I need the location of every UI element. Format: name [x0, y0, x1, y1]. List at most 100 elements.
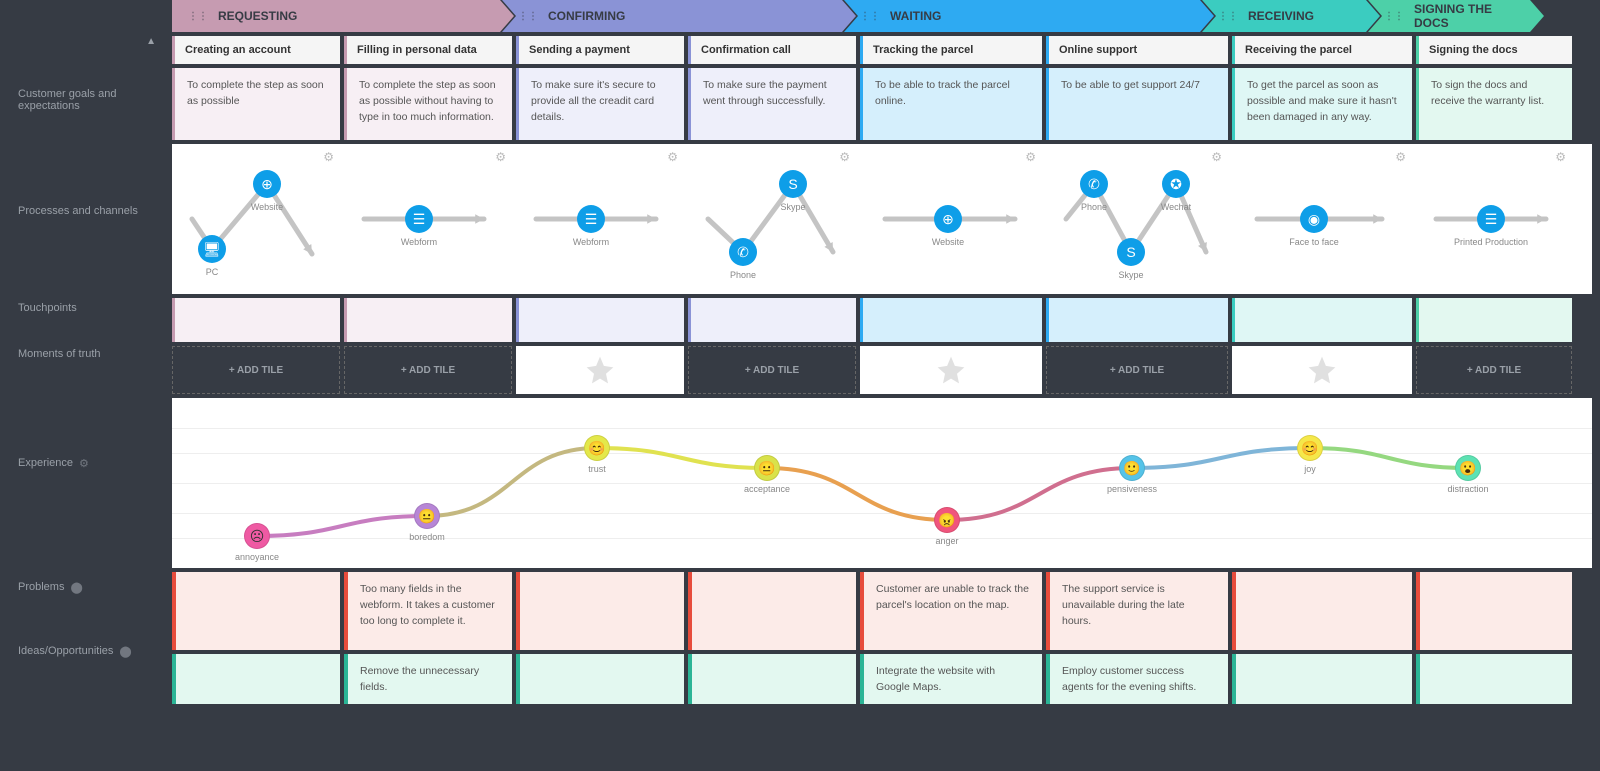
website-icon[interactable]: ⊕ — [934, 205, 962, 233]
problem-card[interactable] — [688, 572, 856, 650]
add-tile-button[interactable]: + ADD TILE — [1046, 346, 1228, 394]
channel-label: Webform — [573, 237, 609, 247]
emotion-label: joy — [1304, 464, 1316, 474]
phase-label: WAITING — [890, 9, 941, 23]
grip-icon[interactable]: ⋮⋮ — [1218, 11, 1238, 22]
moments-row: + ADD TILE+ ADD TILE+ ADD TILE+ ADD TILE… — [172, 346, 1592, 394]
star-tile[interactable] — [1232, 346, 1412, 394]
process-cell: ⚙☰Webform — [344, 144, 516, 294]
label-goals: Customer goals and expectations — [0, 64, 172, 136]
emotion-label: boredom — [409, 532, 445, 542]
add-tile-button[interactable]: + ADD TILE — [1416, 346, 1572, 394]
webform-icon[interactable]: ☰ — [577, 205, 605, 233]
step-header[interactable]: Tracking the parcel — [860, 36, 1042, 64]
phase-header[interactable]: ⋮⋮ RECEIVING — [1202, 0, 1380, 32]
emotion-label: anger — [935, 536, 958, 546]
step-header[interactable]: Online support — [1046, 36, 1228, 64]
step-label: Confirmation call — [701, 44, 791, 56]
touchpoint-card[interactable] — [688, 298, 856, 342]
grip-icon[interactable]: ⋮⋮ — [1384, 11, 1404, 22]
process-cell: ⚙☰Printed Production — [1416, 144, 1576, 294]
process-cell: ⚙🖥PC⊕Website — [172, 144, 344, 294]
step-label: Sending a payment — [529, 44, 630, 56]
goal-card[interactable]: To complete the step as soon as possible — [172, 68, 340, 140]
touchpoint-card[interactable] — [1046, 298, 1228, 342]
phase-header[interactable]: ⋮⋮ WAITING — [844, 0, 1214, 32]
emotion-dot[interactable]: 😊 — [1297, 435, 1323, 461]
add-tile-button[interactable]: + ADD TILE — [344, 346, 512, 394]
phase-header[interactable]: ⋮⋮CONFIRMING — [502, 0, 856, 32]
phase-header[interactable]: ⋮⋮REQUESTING — [172, 0, 514, 32]
step-header[interactable]: Signing the docs — [1416, 36, 1572, 64]
idea-card[interactable] — [1232, 654, 1412, 704]
step-header[interactable]: Filling in personal data — [344, 36, 512, 64]
emotion-dot[interactable]: 😮 — [1455, 455, 1481, 481]
grip-icon[interactable]: ⋮⋮ — [518, 11, 538, 22]
goal-card[interactable]: To be able to get support 24/7 — [1046, 68, 1228, 140]
idea-card[interactable]: Employ customer success agents for the e… — [1046, 654, 1228, 704]
step-header[interactable]: Creating an account — [172, 36, 340, 64]
goal-card[interactable]: To sign the docs and receive the warrant… — [1416, 68, 1572, 140]
add-tile-button[interactable]: + ADD TILE — [688, 346, 856, 394]
goal-card[interactable]: To complete the step as soon as possible… — [344, 68, 512, 140]
idea-card[interactable] — [516, 654, 684, 704]
skype-icon[interactable]: S — [1117, 238, 1145, 266]
emotion-dot[interactable]: 😐 — [414, 503, 440, 529]
step-label: Signing the docs — [1429, 44, 1518, 56]
goal-card[interactable]: To make sure the payment went through su… — [688, 68, 856, 140]
problem-card[interactable]: Customer are unable to track the parcel'… — [860, 572, 1042, 650]
touchpoint-card[interactable] — [860, 298, 1042, 342]
grip-icon[interactable]: ⋮⋮ — [188, 11, 208, 22]
touchpoint-card[interactable] — [344, 298, 512, 342]
idea-card[interactable] — [1416, 654, 1572, 704]
star-icon — [584, 354, 616, 386]
wechat-icon[interactable]: ✪ — [1162, 170, 1190, 198]
problem-card[interactable] — [1232, 572, 1412, 650]
channel-label: Phone — [1081, 202, 1107, 212]
touchpoint-card[interactable] — [516, 298, 684, 342]
goal-card[interactable]: To get the parcel as soon as possible an… — [1232, 68, 1412, 140]
phase-row: ⋮⋮REQUESTING⋮⋮CONFIRMING⋮⋮WAITING⋮⋮RECEI… — [172, 0, 1592, 32]
webform-icon[interactable]: ☰ — [405, 205, 433, 233]
idea-card[interactable]: Remove the unnecessary fields. — [344, 654, 512, 704]
main-grid: ⋮⋮REQUESTING⋮⋮CONFIRMING⋮⋮WAITING⋮⋮RECEI… — [172, 0, 1600, 771]
goal-card[interactable]: To make sure it's secure to provide all … — [516, 68, 684, 140]
goal-card[interactable]: To be able to track the parcel online. — [860, 68, 1042, 140]
touchpoint-card[interactable] — [1232, 298, 1412, 342]
phone-icon[interactable]: ✆ — [729, 238, 757, 266]
idea-card[interactable]: Integrate the website with Google Maps. — [860, 654, 1042, 704]
label-ideas: Ideas/Opportunities ⬤ — [0, 626, 172, 676]
touchpoint-card[interactable] — [172, 298, 340, 342]
problem-card[interactable] — [516, 572, 684, 650]
step-header[interactable]: Confirmation call — [688, 36, 856, 64]
phase-label: RECEIVING — [1248, 9, 1314, 23]
add-tile-button[interactable]: + ADD TILE — [172, 346, 340, 394]
phase-header[interactable]: ⋮⋮SIGNING THE DOCS — [1368, 0, 1544, 32]
phone-icon[interactable]: ✆ — [1080, 170, 1108, 198]
gear-icon[interactable]: ⚙ — [79, 457, 89, 470]
emotion-dot[interactable]: 😠 — [934, 507, 960, 533]
step-header[interactable]: Sending a payment — [516, 36, 684, 64]
touchpoint-card[interactable] — [1416, 298, 1572, 342]
problem-card[interactable]: The support service is unavailable durin… — [1046, 572, 1228, 650]
idea-card[interactable] — [688, 654, 856, 704]
problem-card[interactable] — [172, 572, 340, 650]
website-icon[interactable]: ⊕ — [253, 170, 281, 198]
star-tile[interactable] — [860, 346, 1042, 394]
emotion-dot[interactable]: ☹ — [244, 523, 270, 549]
grip-icon[interactable]: ⋮⋮ — [860, 11, 880, 22]
emotion-dot[interactable]: 😊 — [584, 435, 610, 461]
step-row: Creating an accountFilling in personal d… — [172, 36, 1592, 64]
star-tile[interactable] — [516, 346, 684, 394]
skype-icon[interactable]: S — [779, 170, 807, 198]
printed-icon[interactable]: ☰ — [1477, 205, 1505, 233]
step-header[interactable]: Receiving the parcel — [1232, 36, 1412, 64]
idea-card[interactable] — [172, 654, 340, 704]
collapse-icon[interactable]: ▲ — [138, 32, 164, 64]
emotion-dot[interactable]: 🙂 — [1119, 455, 1145, 481]
problem-card[interactable]: Too many fields in the webform. It takes… — [344, 572, 512, 650]
emotion-dot[interactable]: 😐 — [754, 455, 780, 481]
face-icon[interactable]: ◉ — [1300, 205, 1328, 233]
pc-icon[interactable]: 🖥 — [198, 235, 226, 263]
problem-card[interactable] — [1416, 572, 1572, 650]
